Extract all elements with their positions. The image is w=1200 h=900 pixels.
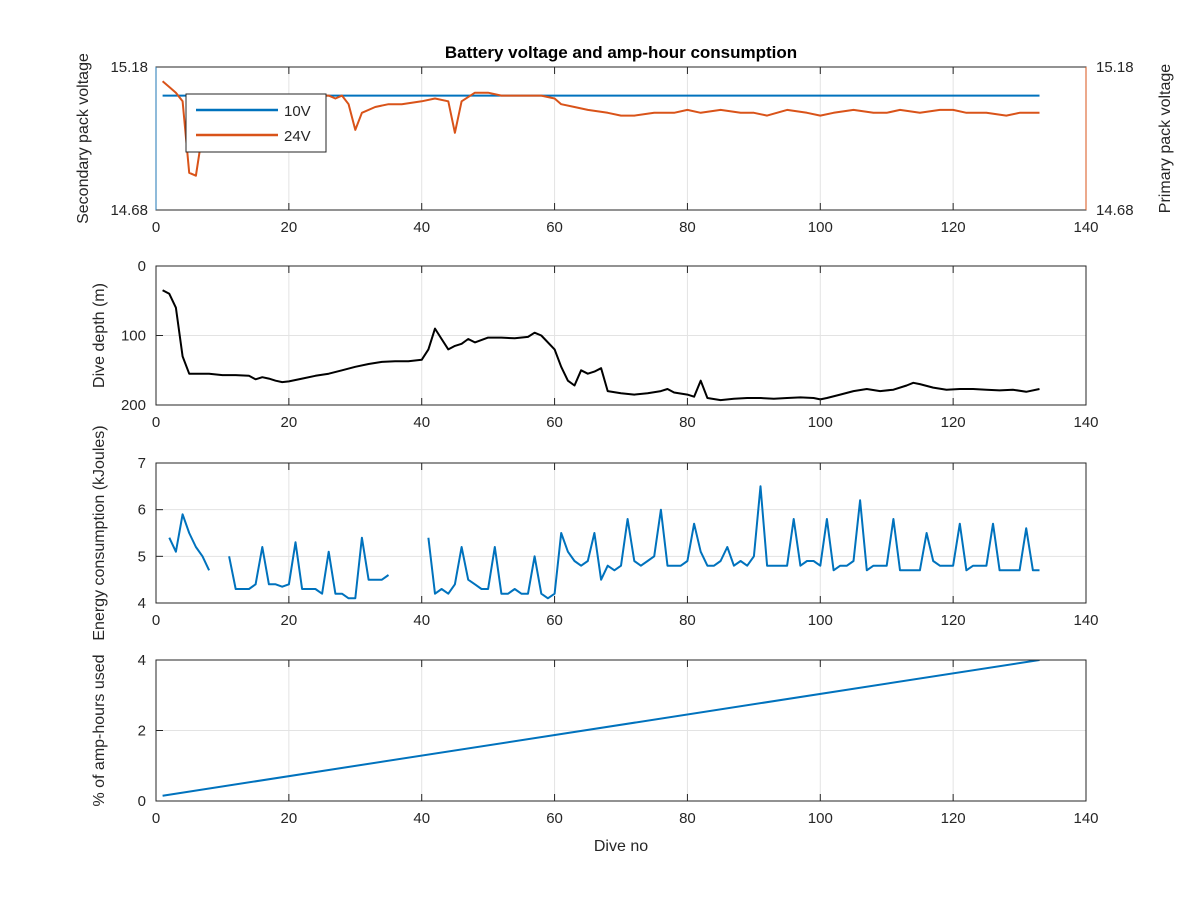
y-axis-label: % of amp-hours used	[91, 654, 108, 806]
y-tick-label: 5	[138, 548, 146, 565]
x-tick-label: 120	[941, 219, 966, 236]
x-tick-label: 120	[941, 414, 966, 431]
y-tick-label: 0	[138, 258, 146, 275]
x-tick-label: 40	[413, 219, 430, 236]
x-tick-label: 60	[546, 414, 563, 431]
series-line-p3-s0	[162, 660, 1040, 797]
y-axis-label: Energy consumption (kJoules)	[91, 425, 108, 640]
y-tick-label-right: 15.18	[1096, 59, 1134, 76]
series-line-p2-s0-seg0	[168, 513, 211, 571]
x-tick-label: 100	[808, 219, 833, 236]
series-line-p1-s0	[162, 289, 1040, 402]
x-tick-label: 80	[679, 612, 696, 629]
x-tick-label: 60	[546, 810, 563, 827]
x-tick-label: 140	[1073, 219, 1098, 236]
x-tick-label: 0	[152, 219, 160, 236]
y-tick-label: 0	[138, 793, 146, 810]
y-tick-label: 6	[138, 502, 146, 519]
x-tick-label: 120	[941, 810, 966, 827]
x-tick-label: 140	[1073, 810, 1098, 827]
y-axis-label: Dive depth (m)	[91, 283, 108, 388]
x-tick-label: 80	[679, 219, 696, 236]
chart-title: Battery voltage and amp-hour consumption	[445, 43, 797, 62]
x-tick-label: 20	[281, 219, 298, 236]
x-tick-label: 40	[413, 810, 430, 827]
x-tick-label: 0	[152, 612, 160, 629]
legend-label-24v: 24V	[284, 128, 311, 145]
x-tick-label: 0	[152, 810, 160, 827]
x-tick-label: 60	[546, 612, 563, 629]
legend-box	[185, 93, 327, 153]
x-tick-label: 100	[808, 612, 833, 629]
x-axis-label: Dive no	[594, 838, 648, 855]
x-tick-label: 40	[413, 612, 430, 629]
y-tick-label: 2	[138, 723, 146, 740]
x-tick-label: 0	[152, 414, 160, 431]
y-tick-label-left: 14.68	[110, 202, 148, 219]
x-tick-label: 80	[679, 414, 696, 431]
y-tick-label-right: 14.68	[1096, 202, 1134, 219]
y-axis-label-left: Secondary pack voltage	[75, 53, 92, 224]
y-tick-label: 4	[138, 595, 146, 612]
series-line-p2-s0-seg1	[228, 536, 390, 600]
y-axis-label-right: Primary pack voltage	[1157, 64, 1174, 213]
x-tick-label: 20	[281, 414, 298, 431]
x-tick-label: 140	[1073, 414, 1098, 431]
plot-frame	[155, 462, 1087, 604]
y-tick-label: 200	[121, 397, 146, 414]
x-tick-label: 80	[679, 810, 696, 827]
y-tick-label: 4	[138, 652, 146, 669]
x-tick-label: 40	[413, 414, 430, 431]
y-tick-label: 100	[121, 328, 146, 345]
x-tick-label: 140	[1073, 612, 1098, 629]
x-tick-label: 120	[941, 612, 966, 629]
series-line-p2-s0-seg2	[427, 485, 1040, 600]
x-tick-label: 20	[281, 612, 298, 629]
x-tick-label: 100	[808, 414, 833, 431]
y-tick-label: 7	[138, 455, 146, 472]
x-tick-label: 20	[281, 810, 298, 827]
x-tick-label: 100	[808, 810, 833, 827]
y-tick-label-left: 15.18	[110, 59, 148, 76]
legend-label-10v: 10V	[284, 103, 311, 120]
x-tick-label: 60	[546, 219, 563, 236]
